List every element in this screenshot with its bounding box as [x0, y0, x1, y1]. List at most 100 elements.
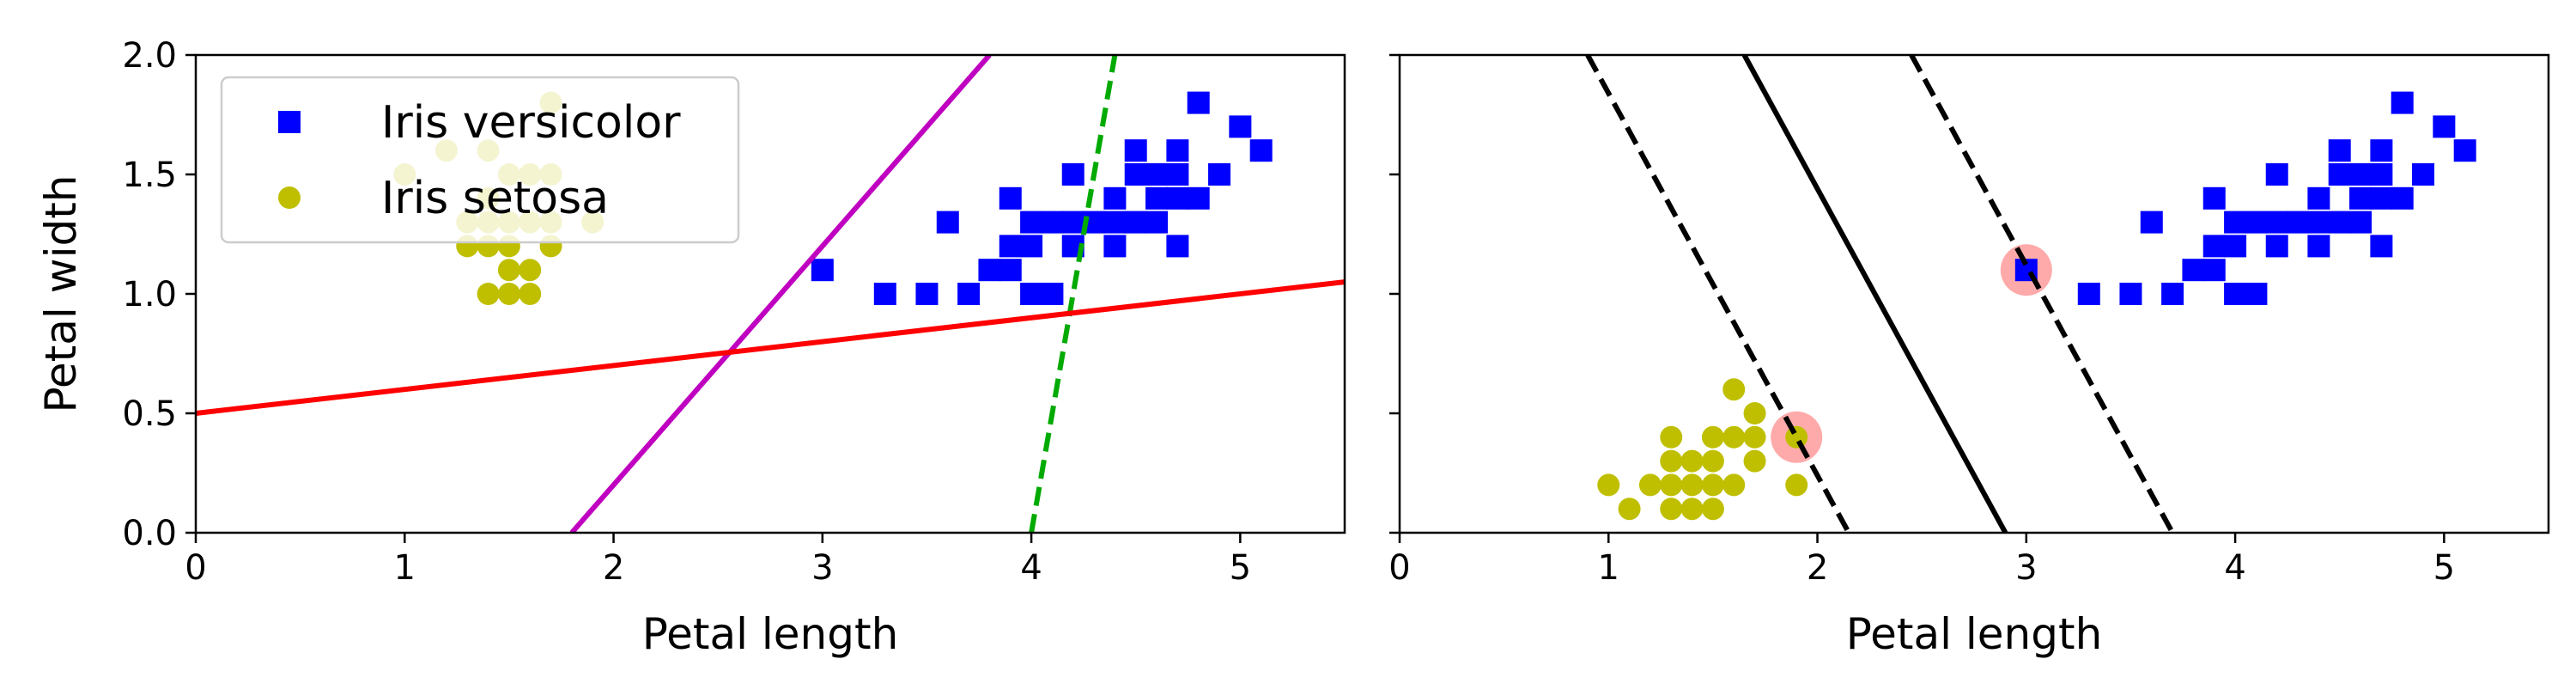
x-tick-label: 2 [1807, 548, 1828, 588]
setosa-point [1660, 473, 1683, 497]
setosa-point [1680, 449, 1704, 473]
versicolor-point [2370, 163, 2393, 186]
versicolor-point [2349, 211, 2372, 234]
versicolor-point [2453, 139, 2476, 162]
versicolor-point [2245, 211, 2268, 234]
legend: Iris versicolor Iris setosa [220, 76, 740, 244]
versicolor-point [2140, 211, 2163, 234]
decision-line [569, 55, 992, 533]
versicolor-point [1145, 211, 1169, 234]
versicolor-point [2265, 235, 2288, 258]
margin-line [1585, 55, 1851, 533]
versicolor-point [1208, 163, 1231, 186]
versicolor-point [1103, 211, 1127, 234]
versicolor-point [1166, 186, 1189, 210]
versicolor-point [978, 259, 1001, 282]
legend-setosa-marker [278, 186, 301, 209]
right-panel: 0 1 2 3 4 5 Petal length [1388, 53, 2550, 659]
versicolor-point [2349, 186, 2372, 210]
versicolor-point [2391, 91, 2414, 114]
versicolor-point [2412, 163, 2435, 186]
left-panel: 0 1 2 3 4 5 0.0 0.5 1.0 1.5 2.0 Petal length Petal w… [36, 36, 1346, 659]
setosa-point [1680, 473, 1704, 497]
setosa-point [1638, 473, 1662, 497]
versicolor-point [2077, 283, 2100, 305]
y-tick-label: 1.0 [122, 275, 177, 314]
versicolor-point [1166, 163, 1189, 186]
versicolor-point [1020, 211, 1043, 234]
versicolor-point [1103, 186, 1127, 210]
versicolor-point [873, 283, 896, 305]
versicolor-point [1020, 235, 1043, 258]
setosa-point [1660, 425, 1683, 449]
legend-label: Iris versicolor [381, 97, 681, 149]
versicolor-point [1103, 235, 1127, 258]
versicolor-point [2265, 163, 2288, 186]
versicolor-point [2182, 259, 2205, 282]
versicolor-point [1166, 235, 1189, 258]
versicolor-point [1061, 163, 1084, 186]
decision-line [196, 279, 1345, 416]
versicolor-point [1187, 186, 1210, 210]
decision-line [1741, 55, 2008, 533]
versicolor-point [2265, 211, 2288, 234]
x-tick-label: 1 [394, 548, 416, 588]
legend-versicolor-marker [278, 111, 301, 133]
versicolor-point [2224, 283, 2247, 305]
setosa-point [1660, 449, 1683, 473]
versicolor-point [2224, 211, 2247, 234]
versicolor-point [2245, 283, 2268, 305]
versicolor-point [2433, 115, 2456, 138]
versicolor-point [1166, 139, 1189, 162]
setosa-point [519, 259, 542, 282]
x-tick-label: 3 [811, 548, 833, 588]
versicolor-point [2349, 163, 2372, 186]
setosa-point [497, 283, 520, 305]
versicolor-point [2119, 283, 2142, 305]
x-tick-label: 1 [1598, 548, 1619, 588]
versicolor-point [2307, 211, 2330, 234]
versicolor-point [1124, 163, 1147, 186]
setosa-point [519, 283, 542, 305]
versicolor-point [1187, 91, 1210, 114]
y-tick-label: 0.5 [122, 394, 177, 434]
versicolor-point [1145, 186, 1169, 210]
x-tick-label: 5 [1230, 548, 1251, 588]
versicolor-point [1041, 211, 1064, 234]
x-axis-label: Petal length [1846, 609, 2103, 659]
versicolor-point [2202, 235, 2226, 258]
versicolor-point [915, 283, 939, 305]
versicolor-point [1124, 139, 1147, 162]
versicolor-point [1124, 211, 1147, 234]
x-tick-label: 5 [2433, 548, 2455, 588]
setosa-point [1743, 425, 1766, 449]
versicolor-point [2328, 139, 2351, 162]
setosa-point [1597, 473, 1620, 497]
versicolor-point [1020, 283, 1043, 305]
axes-frame [1398, 53, 2550, 534]
versicolor-point [2161, 283, 2184, 305]
setosa-point [1660, 498, 1683, 521]
setosa-point [1722, 425, 1746, 449]
versicolor-point [2328, 211, 2351, 234]
y-tick-label: 0.0 [122, 514, 177, 553]
y-tick-label: 2.0 [122, 36, 177, 76]
setosa-point [1743, 402, 1766, 424]
versicolor-point [2307, 235, 2330, 258]
versicolor-point [2307, 186, 2330, 210]
versicolor-point [957, 283, 981, 305]
versicolor-point [1249, 139, 1273, 162]
margin-line [1909, 55, 2175, 533]
x-tick-label: 2 [603, 548, 624, 588]
versicolor-point [2370, 139, 2393, 162]
versicolor-point [1041, 283, 1064, 305]
x-axis-label: Petal length [642, 609, 899, 659]
x-tick-label: 4 [2224, 548, 2245, 588]
y-axis-label: Petal width [36, 175, 86, 413]
versicolor-point [999, 259, 1022, 282]
versicolor-point [2370, 235, 2393, 258]
x-tick-label: 4 [1020, 548, 1042, 588]
setosa-point [497, 259, 520, 282]
x-tick-label: 0 [1388, 548, 1410, 588]
